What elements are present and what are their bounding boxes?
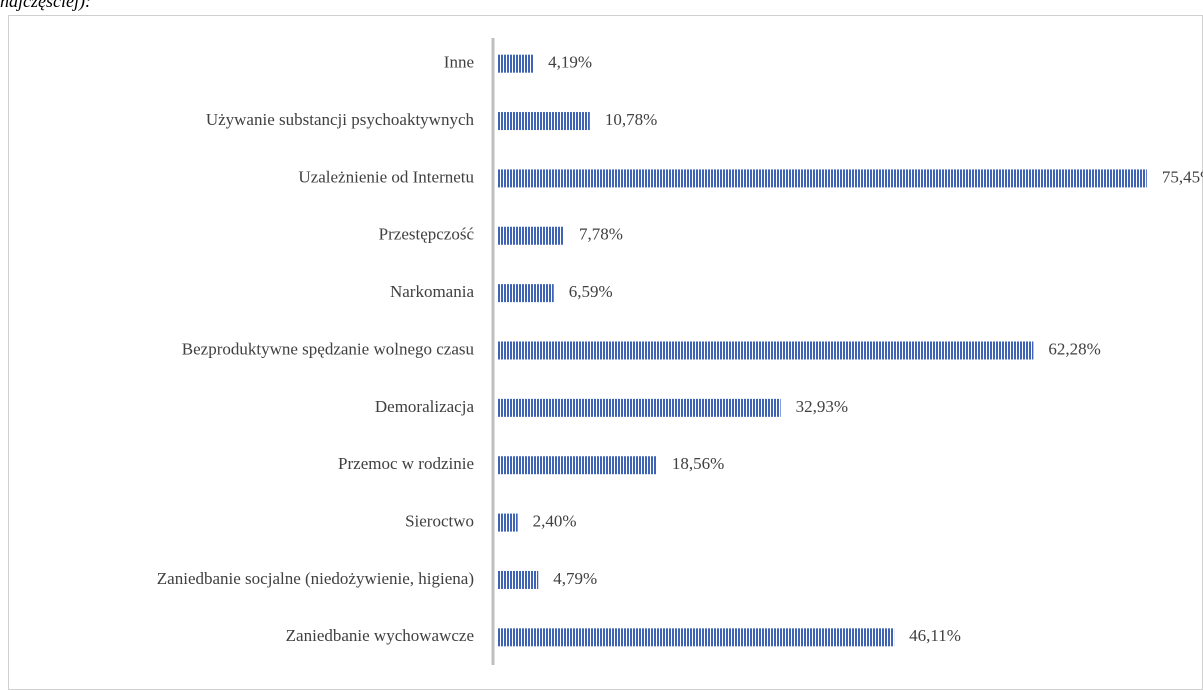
value-label: 4,19%: [548, 53, 592, 72]
value-label: 18,56%: [672, 454, 724, 473]
value-label: 62,28%: [1048, 339, 1100, 358]
value-label: 75,45%: [1162, 167, 1203, 186]
bar: [497, 112, 590, 131]
value-label: 10,78%: [605, 110, 657, 129]
value-label: 2,40%: [533, 511, 577, 530]
category-label: Zaniedbanie socjalne (niedożywienie, hig…: [157, 569, 474, 588]
bar: [497, 284, 554, 303]
bar: [497, 570, 539, 589]
chart-title: najczęściej):: [0, 0, 91, 12]
bar: [497, 341, 1034, 360]
value-label: 46,11%: [909, 626, 961, 645]
category-label: Przestępczość: [379, 225, 475, 244]
bar: [497, 226, 565, 245]
bar: [497, 398, 781, 417]
value-label: 6,59%: [569, 282, 613, 301]
category-label: Uzależnienie od Internetu: [298, 167, 474, 186]
category-label: Inne: [444, 53, 474, 72]
category-label: Narkomania: [390, 282, 474, 301]
bar: [497, 54, 534, 73]
bar: [497, 456, 657, 475]
value-label: 4,79%: [553, 569, 597, 588]
bar: [497, 628, 895, 647]
category-label: Przemoc w rodzinie: [338, 454, 474, 473]
category-label: Sieroctwo: [405, 511, 474, 530]
category-label: Bezproduktywne spędzanie wolnego czasu: [182, 339, 475, 358]
value-label: 7,78%: [579, 225, 623, 244]
bar: [497, 513, 518, 532]
bar: [497, 169, 1147, 188]
value-label: 32,93%: [796, 397, 848, 416]
category-label: Demoralizacja: [375, 397, 475, 416]
category-label: Używanie substancji psychoaktywnych: [206, 110, 475, 129]
category-label: Zaniedbanie wychowawcze: [286, 626, 474, 645]
